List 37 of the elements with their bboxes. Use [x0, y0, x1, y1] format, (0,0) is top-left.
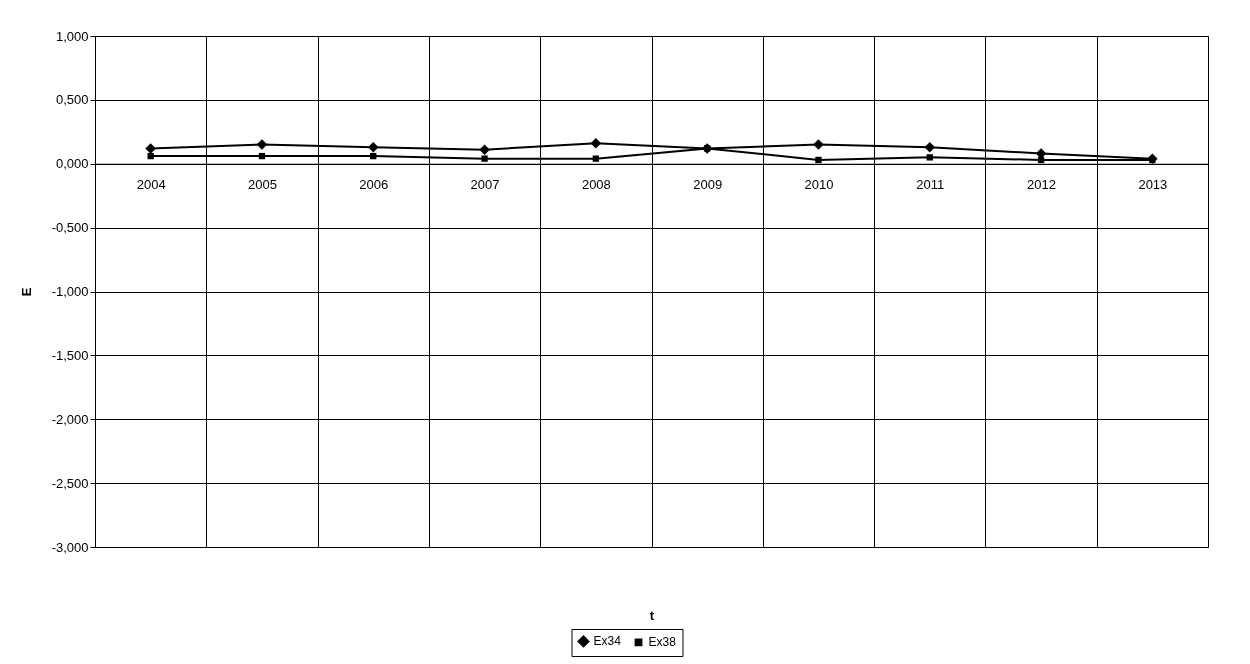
point	[926, 154, 933, 161]
point	[924, 141, 935, 153]
point	[481, 155, 488, 162]
point	[815, 156, 822, 164]
x-tick-label: 2006	[359, 177, 389, 193]
x-tick-label: 2009	[693, 177, 723, 193]
x-tick-label: 2013	[1138, 177, 1168, 193]
legend-label: Ex34	[593, 634, 622, 649]
point	[370, 152, 377, 160]
point	[479, 144, 490, 155]
point	[145, 143, 156, 154]
y-tick-label: 1,000	[55, 28, 89, 44]
x-tick-label: 2005	[247, 177, 277, 193]
point	[147, 152, 154, 160]
y-tick-label: -1,500	[51, 347, 89, 363]
x-axis-title: t	[649, 607, 655, 623]
x-tick-label: 2007	[470, 177, 500, 193]
point	[590, 138, 602, 149]
y-axis-title: E	[18, 287, 34, 297]
x-tick-label: 2012	[1027, 177, 1057, 193]
point	[592, 155, 600, 162]
legend-label: Ex38	[648, 635, 677, 650]
y-tick-label: 0,000	[55, 156, 89, 172]
point	[368, 141, 379, 153]
x-tick-label: 2011	[916, 177, 945, 193]
y-tick-label: -2,500	[51, 475, 89, 491]
x-tick-label: 2010	[804, 177, 834, 193]
y-tick-label: 0,500	[55, 92, 89, 108]
y-tick-label: -2,000	[51, 411, 89, 427]
y-tick-label: -0,500	[51, 220, 89, 236]
y-tick-label: -1,000	[51, 284, 89, 299]
point	[258, 152, 266, 160]
x-tick-label: 2004	[136, 177, 166, 193]
point	[813, 139, 824, 150]
y-tick-label: -3,000	[51, 539, 89, 555]
x-tick-label: 2008	[581, 177, 611, 193]
point	[256, 139, 268, 150]
